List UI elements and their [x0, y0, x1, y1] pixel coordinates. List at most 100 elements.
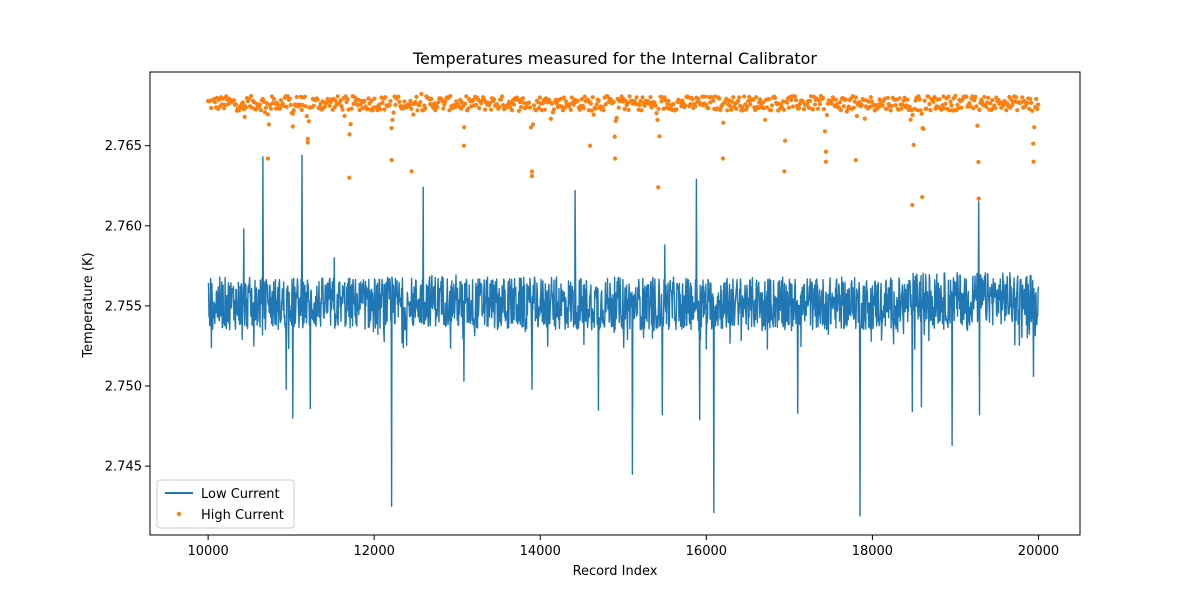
high-current-point-728: [931, 99, 936, 104]
high-current-point-313: [517, 100, 523, 105]
high-current-point-204: [409, 106, 414, 111]
high-current-point-33: [238, 105, 244, 110]
y-axis-ticks: 2.745 2.750 2.755 2.760 2.765: [105, 139, 150, 475]
high-current-point-470: [674, 107, 679, 112]
high-current-point-559: [763, 117, 768, 122]
high-current-point-389: [593, 106, 598, 111]
high-current-point-117: [322, 104, 327, 109]
high-current-point-649: [852, 99, 857, 104]
high-current-point-785: [988, 101, 993, 106]
high-current-point-779: [982, 94, 987, 99]
high-current-point-581: [785, 100, 790, 105]
high-current-point-453: [657, 134, 662, 139]
high-current-point-824: [1027, 106, 1032, 111]
high-current-point-725: [928, 108, 933, 113]
high-current-point-175: [380, 100, 385, 105]
legend-label-high-current: High Current: [201, 508, 284, 523]
high-current-point-604: [807, 98, 813, 103]
high-current-point-319: [523, 105, 529, 110]
high-current-point-210: [415, 108, 420, 113]
high-current-point-161: [366, 96, 371, 101]
high-current-point-771: [974, 104, 979, 109]
high-current-point-524: [728, 104, 733, 109]
high-current-point-98: [303, 104, 308, 109]
high-current-point-397: [601, 108, 606, 113]
high-current-point-499: [703, 94, 708, 99]
high-current-point-835: [265, 156, 270, 161]
high-current-point-452: [656, 106, 661, 111]
high-current-point-696: [899, 106, 904, 111]
high-current-point-143: [348, 122, 353, 127]
high-current-point-142: [347, 132, 352, 137]
high-current-point-185: [390, 117, 395, 122]
high-current-point-590: [793, 98, 799, 103]
high-current-point-612: [815, 106, 821, 111]
high-current-point-66: [271, 96, 276, 101]
high-current-point-79: [284, 104, 289, 109]
high-current-point-16: [222, 106, 227, 111]
high-current-point-842: [529, 174, 535, 179]
high-current-point-224: [429, 96, 434, 102]
high-current-point-723: [926, 94, 931, 99]
high-current-point-70: [275, 102, 280, 107]
high-current-point-73: [278, 98, 283, 103]
high-current-point-86: [291, 108, 296, 113]
high-current-point-259: [464, 94, 469, 99]
high-current-point-585: [788, 97, 794, 103]
high-current-point-578: [782, 107, 787, 112]
high-current-point-422: [626, 107, 631, 112]
y-tick-label-4: 2.765: [105, 139, 142, 154]
y-tick-label-2: 2.755: [105, 299, 142, 314]
high-current-point-790: [993, 106, 998, 111]
high-current-point-191: [396, 94, 401, 99]
high-current-point-236: [441, 106, 446, 111]
high-current-point-781: [984, 104, 989, 109]
x-axis-ticks: 10000 12000 14000 16000 18000 20000: [187, 535, 1059, 559]
high-current-point-7: [213, 100, 218, 105]
high-current-point-761: [964, 94, 969, 99]
high-current-point-68: [273, 106, 278, 111]
high-current-point-826: [1029, 100, 1034, 105]
high-current-point-521: [725, 108, 730, 113]
high-current-point-444: [648, 95, 653, 100]
high-current-point-715: [918, 108, 923, 113]
high-current-point-449: [653, 103, 658, 108]
high-current-point-99: [304, 114, 309, 119]
high-current-point-557: [761, 100, 766, 105]
high-current-point-630: [833, 97, 839, 102]
high-current-point-238: [443, 99, 448, 104]
high-current-point-135: [340, 107, 345, 112]
high-current-point-287: [492, 97, 497, 102]
high-current-point-57: [262, 110, 267, 115]
high-current-point-58: [263, 105, 268, 110]
high-current-point-634: [837, 100, 843, 105]
high-current-point-272: [477, 106, 482, 111]
high-current-point-43: [248, 94, 254, 99]
high-current-point-347: [551, 107, 557, 112]
high-current-point-620: [823, 149, 829, 154]
high-current-point-386: [590, 95, 595, 100]
high-current-point-208: [413, 100, 418, 105]
high-current-point-292: [497, 105, 502, 110]
high-current-point-626: [829, 101, 835, 106]
high-current-point-399: [603, 102, 608, 107]
high-current-point-61: [266, 122, 271, 127]
high-current-point-184: [389, 126, 394, 131]
high-current-point-62: [267, 103, 272, 108]
high-current-point-492: [696, 96, 701, 101]
high-current-point-707: [910, 112, 915, 118]
high-current-point-344: [548, 116, 554, 121]
high-current-point-850: [910, 202, 915, 208]
high-current-point-847: [782, 169, 787, 174]
high-current-point-486: [690, 97, 695, 102]
y-axis-label: Temperature (K): [81, 252, 96, 358]
high-current-point-621: [824, 112, 830, 118]
high-current-point-589: [792, 94, 798, 99]
high-current-point-774: [977, 107, 982, 112]
high-current-point-371: [575, 98, 580, 103]
x-tick-label-10000: 10000: [187, 544, 228, 559]
high-current-point-122: [327, 103, 332, 108]
high-current-point-206: [411, 112, 416, 117]
high-current-point-666: [869, 99, 874, 104]
high-current-point-682: [885, 95, 890, 101]
